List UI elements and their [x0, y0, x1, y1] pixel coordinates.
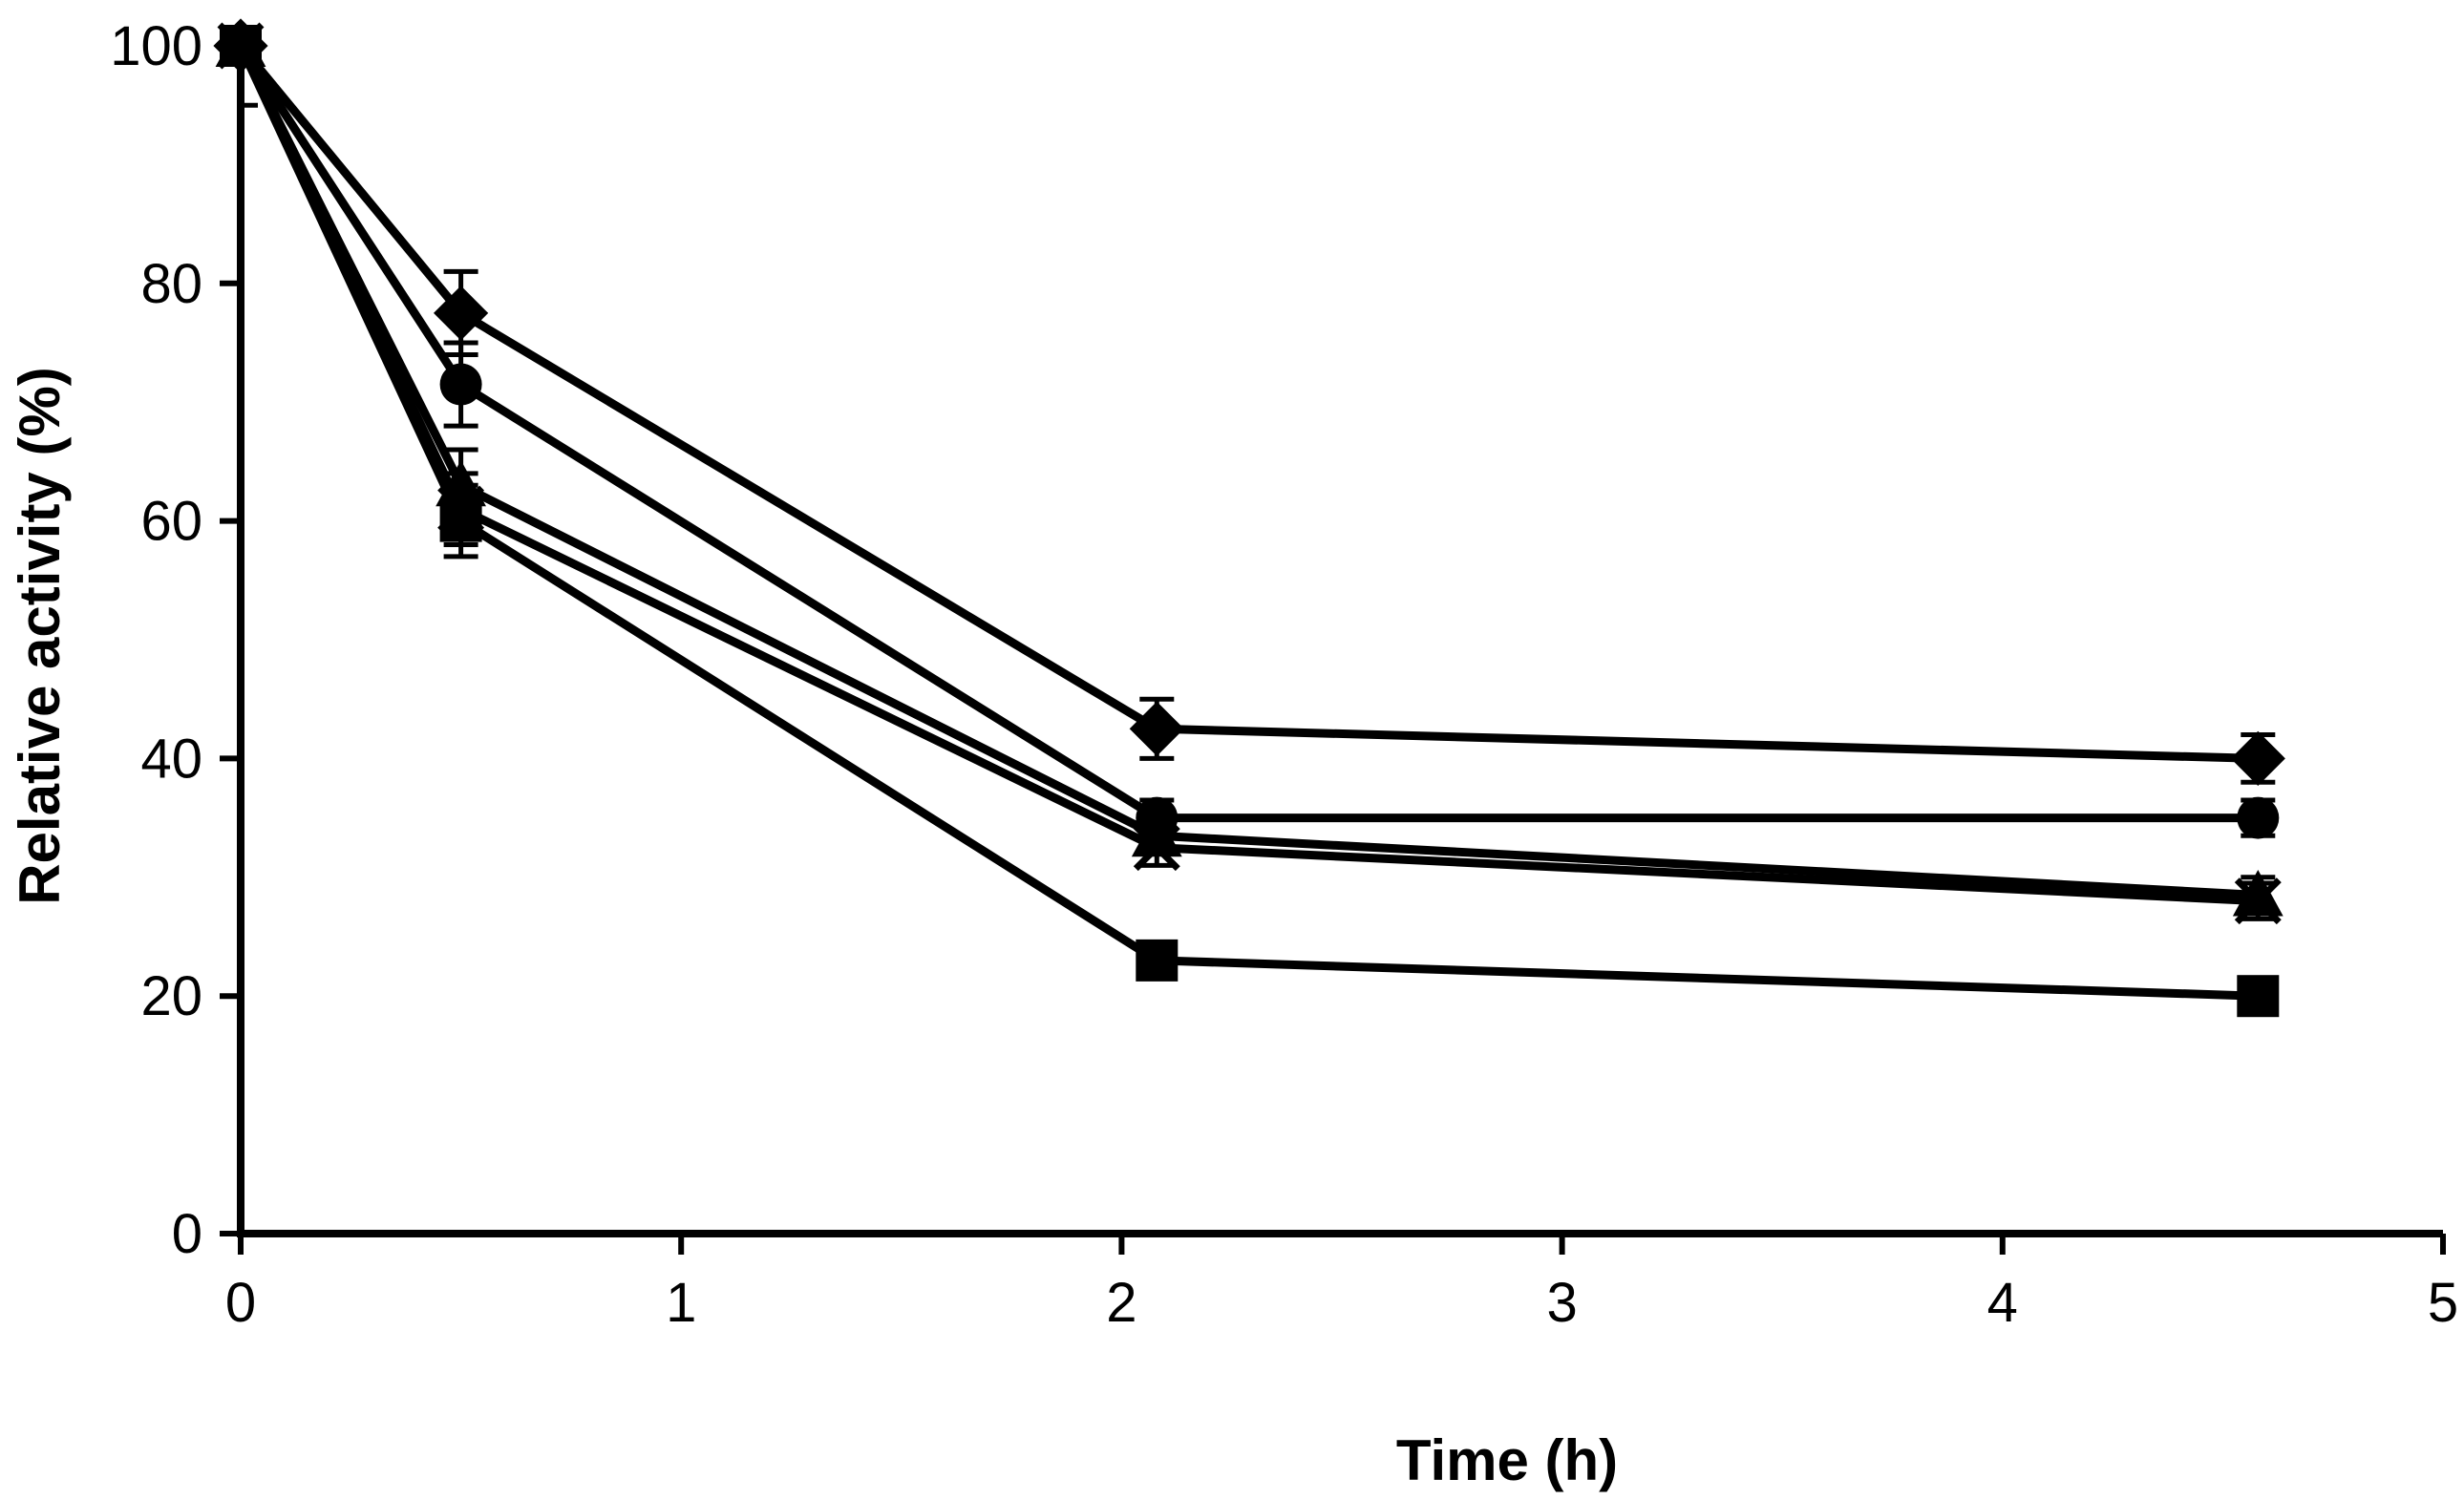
diamond-marker [2230, 730, 2285, 786]
square-marker [1136, 939, 1179, 982]
diamond-marker [1129, 701, 1184, 756]
cross-series-line [236, 44, 2259, 906]
y-tick-label: 100 [110, 15, 202, 77]
square-marker [439, 499, 482, 542]
y-tick-label: 20 [140, 965, 202, 1027]
x-tick-label: 4 [1987, 1272, 2018, 1334]
y-tick-label: 0 [172, 1203, 202, 1265]
x-tick-label: 0 [225, 1272, 256, 1334]
circle-marker [439, 363, 482, 406]
diamond-series-line [237, 43, 2259, 763]
cross-marker-stroke [2234, 877, 2282, 925]
cross-marker [2234, 877, 2282, 925]
markers [213, 18, 2285, 1018]
circle-series-line [237, 43, 2259, 823]
x-tick-label: 1 [666, 1272, 696, 1334]
y-tick-label: 40 [140, 728, 202, 790]
x-tick-label: 3 [1546, 1272, 1577, 1334]
y-tick-label: 80 [140, 253, 202, 315]
square-marker [2237, 975, 2280, 1018]
triangle-marker [2232, 870, 2283, 917]
x-tick-label: 5 [2428, 1272, 2458, 1334]
y-tick-label: 60 [140, 491, 202, 553]
square-marker [220, 25, 262, 67]
triangle-series-line [236, 43, 2259, 899]
cross-marker-stroke [1133, 824, 1180, 872]
series-lines [236, 43, 2259, 1001]
x-tick-label: 2 [1106, 1272, 1136, 1334]
axes [237, 38, 2443, 1237]
square-series-line [236, 44, 2259, 1001]
y-axis-title: Relative activity (%) [8, 367, 72, 905]
triangle-marker [1131, 810, 1182, 857]
diamond-marker [434, 285, 489, 341]
x-axis-title: Time (h) [1396, 1428, 1618, 1492]
circle-marker [2237, 796, 2280, 839]
ticks: 0 20 40 60 80 100 0 1 2 3 4 5 [110, 15, 2458, 1334]
cross-marker [1133, 824, 1180, 872]
